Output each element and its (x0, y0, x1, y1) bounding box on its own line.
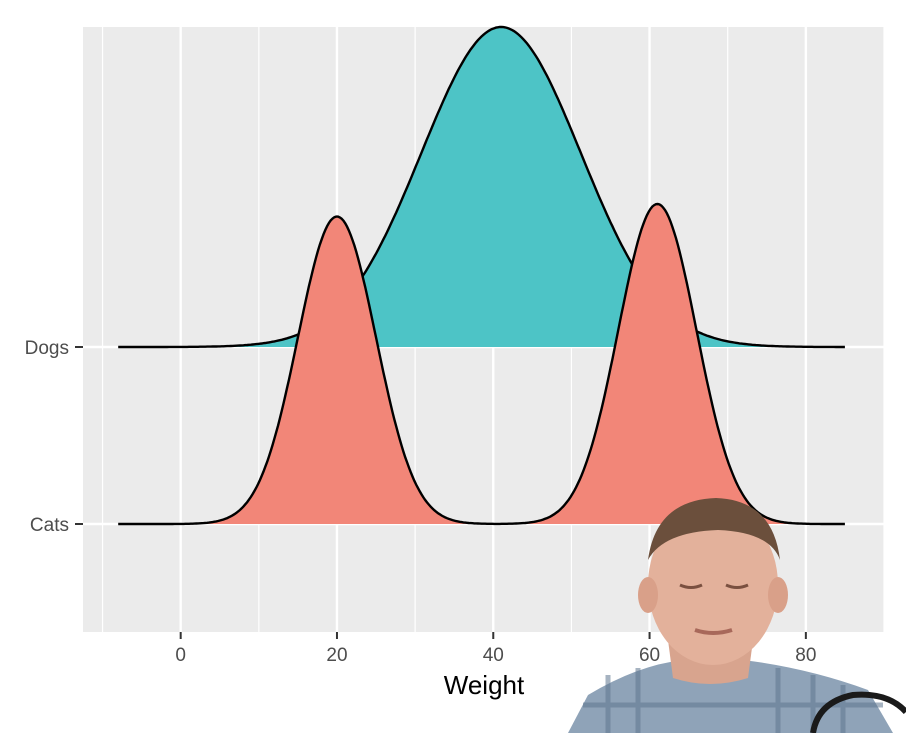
x-axis-title: Weight (444, 670, 525, 700)
y-tick-label: Cats (30, 515, 69, 536)
x-tick-label: 40 (483, 645, 504, 666)
y-tick-label: Dogs (25, 338, 69, 359)
y-axis: Cats Dogs (25, 338, 83, 536)
ridge-fill-cats (118, 204, 845, 524)
presenter-webcam (548, 490, 906, 733)
ridge-line-cats (118, 202, 845, 526)
ridge-line-dogs (118, 25, 845, 349)
presenter-photo (568, 498, 906, 733)
x-tick-label: 0 (175, 645, 186, 666)
x-axis: 0 20 40 60 80 (175, 632, 816, 666)
x-tick-label: 20 (326, 645, 347, 666)
x-tick-label: 80 (795, 645, 816, 666)
ridges (118, 25, 845, 526)
ridge-fill-dogs (118, 27, 845, 347)
x-tick-label: 60 (639, 645, 660, 666)
